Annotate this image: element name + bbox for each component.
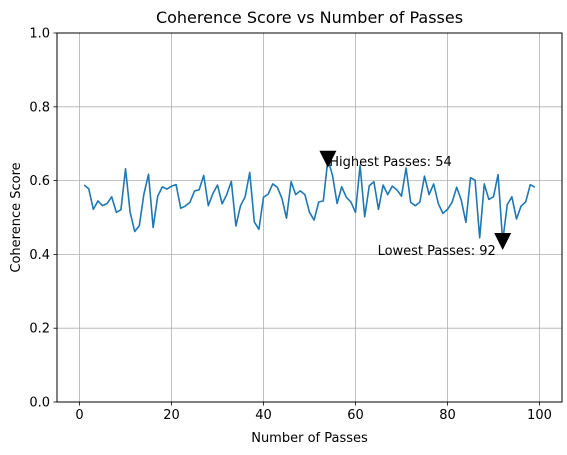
highest-annotation: Highest Passes: 54 — [329, 155, 451, 170]
x-tick-label: 0 — [75, 408, 83, 423]
x-tick-label: 100 — [527, 408, 552, 423]
grid-lines — [57, 32, 562, 403]
x-tick-label: 60 — [347, 408, 364, 423]
y-axis-label: Coherence Score — [9, 162, 24, 272]
x-tick-label: 80 — [439, 408, 456, 423]
chart-title: Coherence Score vs Number of Passes — [156, 8, 463, 27]
lowest-marker — [494, 232, 512, 250]
highest-marker — [319, 150, 337, 168]
x-axis-label: Number of Passes — [251, 431, 368, 446]
annotations: Highest Passes: 54 Lowest Passes: 92 — [319, 150, 512, 259]
x-tick-label: 40 — [255, 408, 272, 423]
y-tick-label: 0.0 — [29, 396, 50, 411]
x-tick-label: 20 — [163, 408, 180, 423]
y-tick-label: 0.4 — [29, 248, 50, 263]
y-tick-label: 1.0 — [29, 27, 50, 42]
y-tick-label: 0.6 — [29, 174, 50, 189]
data-series — [83, 158, 536, 243]
lowest-annotation: Lowest Passes: 92 — [378, 244, 496, 259]
plot-frame — [56, 32, 563, 403]
y-tick-label: 0.2 — [29, 322, 50, 337]
coherence-line — [83, 158, 536, 243]
axes: 0 20 40 60 80 100 0.0 0.2 0.4 0.6 0.8 1.0 — [29, 27, 552, 424]
y-tick-label: 0.8 — [29, 100, 50, 115]
